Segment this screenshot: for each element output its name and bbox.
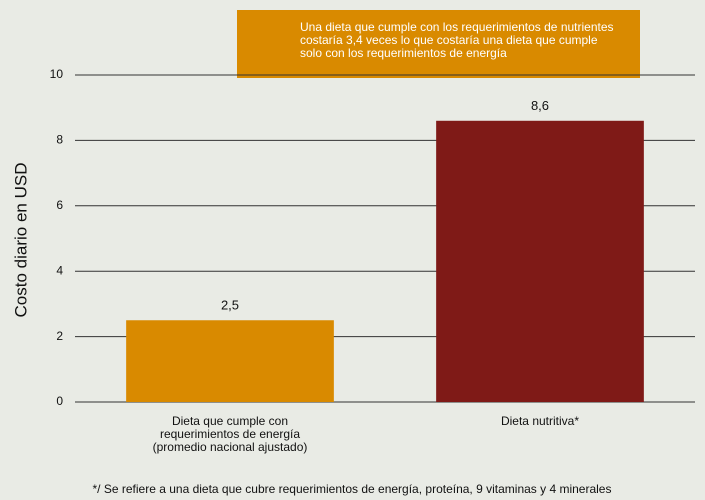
bar [436, 120, 644, 402]
y-axis-label: Costo diario en USD [11, 163, 30, 318]
y-tick-label: 8 [56, 133, 63, 147]
footnote: */ Se refiere a una dieta que cubre requ… [93, 482, 612, 496]
value-label: 2,5 [221, 298, 239, 313]
value-label: 8,6 [531, 98, 549, 113]
annotation: Una dieta que cumple con los requerimien… [300, 20, 614, 60]
y-tick-label: 10 [50, 67, 64, 81]
x-tick-label: Dieta nutritiva* [501, 414, 579, 428]
annotation-box [237, 10, 640, 78]
y-tick-label: 6 [56, 198, 63, 212]
bar [126, 320, 334, 402]
y-tick-label: 4 [56, 263, 63, 277]
y-tick-label: 0 [56, 394, 63, 408]
y-tick-label: 2 [56, 329, 63, 343]
x-tick-label: Dieta que cumple con requerimientos de en… [153, 414, 308, 454]
